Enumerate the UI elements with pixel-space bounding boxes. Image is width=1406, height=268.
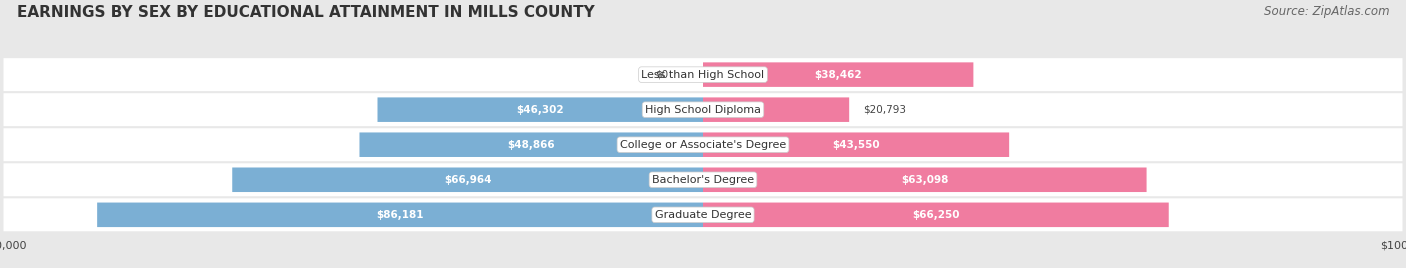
Text: Graduate Degree: Graduate Degree: [655, 210, 751, 220]
Text: $48,866: $48,866: [508, 140, 555, 150]
FancyBboxPatch shape: [3, 93, 1403, 126]
FancyBboxPatch shape: [3, 58, 1403, 91]
Text: Source: ZipAtlas.com: Source: ZipAtlas.com: [1264, 5, 1389, 18]
FancyBboxPatch shape: [377, 97, 703, 122]
Text: $43,550: $43,550: [832, 140, 880, 150]
FancyBboxPatch shape: [703, 168, 1146, 192]
FancyBboxPatch shape: [3, 128, 1403, 161]
FancyBboxPatch shape: [97, 203, 703, 227]
Text: College or Associate's Degree: College or Associate's Degree: [620, 140, 786, 150]
FancyBboxPatch shape: [232, 168, 703, 192]
FancyBboxPatch shape: [703, 203, 1168, 227]
FancyBboxPatch shape: [703, 132, 1010, 157]
Text: EARNINGS BY SEX BY EDUCATIONAL ATTAINMENT IN MILLS COUNTY: EARNINGS BY SEX BY EDUCATIONAL ATTAINMEN…: [17, 5, 595, 20]
Text: $86,181: $86,181: [377, 210, 423, 220]
FancyBboxPatch shape: [360, 132, 703, 157]
Text: $0: $0: [655, 70, 668, 80]
FancyBboxPatch shape: [3, 163, 1403, 196]
Text: $63,098: $63,098: [901, 175, 949, 185]
Text: Less than High School: Less than High School: [641, 70, 765, 80]
Text: High School Diploma: High School Diploma: [645, 105, 761, 115]
Text: Bachelor's Degree: Bachelor's Degree: [652, 175, 754, 185]
Text: $66,964: $66,964: [444, 175, 491, 185]
FancyBboxPatch shape: [703, 97, 849, 122]
FancyBboxPatch shape: [3, 198, 1403, 231]
Text: $66,250: $66,250: [912, 210, 960, 220]
Text: $20,793: $20,793: [863, 105, 907, 115]
FancyBboxPatch shape: [703, 62, 973, 87]
Text: $38,462: $38,462: [814, 70, 862, 80]
Text: $46,302: $46,302: [516, 105, 564, 115]
